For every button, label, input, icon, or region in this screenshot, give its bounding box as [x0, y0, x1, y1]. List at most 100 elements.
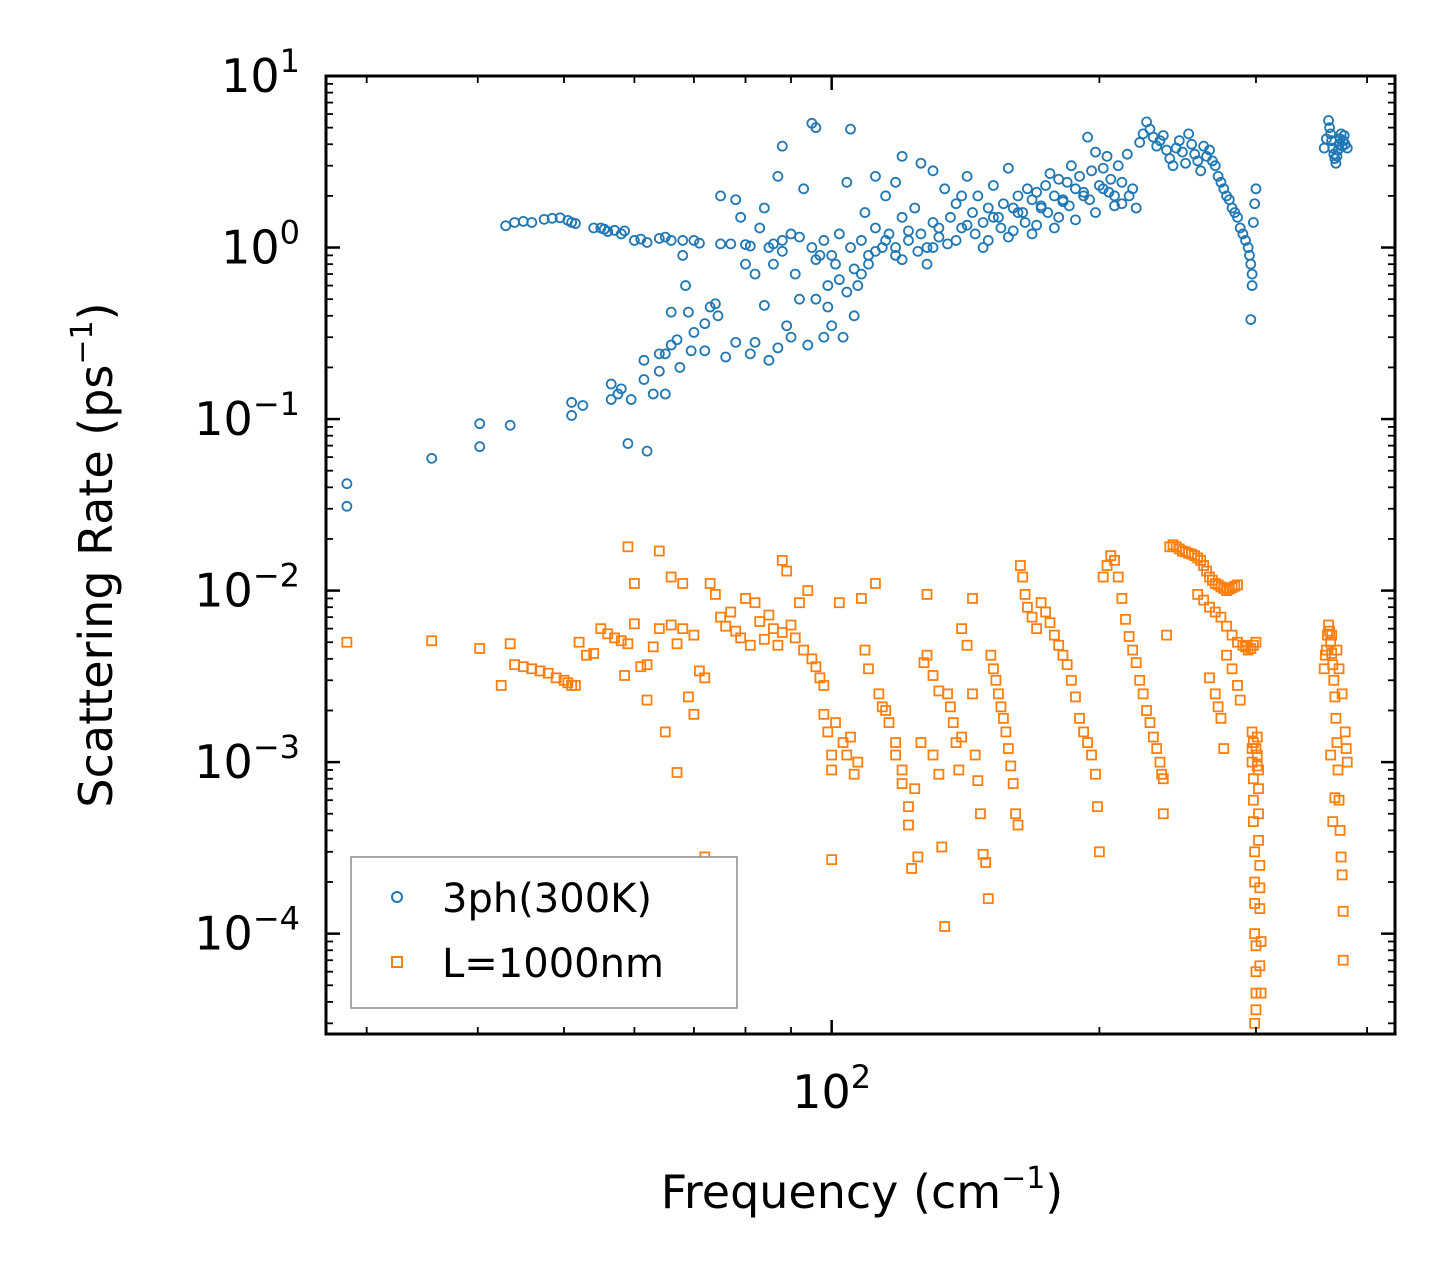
- point-3ph: [1234, 222, 1246, 234]
- x-tick-label: 102: [792, 1058, 871, 1119]
- point-l1000nm: [665, 619, 677, 631]
- point-3ph: [1012, 190, 1024, 202]
- point-l1000nm: [569, 680, 581, 691]
- point-l1000nm: [927, 670, 939, 681]
- y-tick-label: 100: [221, 214, 300, 275]
- point-l1000nm: [341, 636, 353, 648]
- point-3ph: [903, 225, 914, 237]
- point-l1000nm: [1078, 726, 1090, 738]
- point-l1000nm: [826, 854, 838, 866]
- point-3ph: [1232, 211, 1243, 223]
- y-tick-base: 10: [194, 735, 253, 789]
- point-3ph: [1031, 186, 1043, 198]
- point-3ph: [1026, 194, 1038, 206]
- point-3ph: [848, 263, 860, 275]
- point-l1000nm: [735, 632, 747, 644]
- series-3ph-300k: [341, 115, 1353, 512]
- point-3ph: [1078, 190, 1090, 202]
- point-3ph: [993, 211, 1004, 223]
- point-l1000nm: [1157, 808, 1169, 820]
- point-3ph: [1116, 176, 1128, 188]
- point-3ph: [841, 286, 853, 298]
- point-l1000nm: [647, 641, 659, 653]
- y-tick-label: 101: [221, 42, 300, 103]
- point-l1000nm: [1120, 613, 1131, 625]
- point-l1000nm: [969, 749, 981, 761]
- point-l1000nm: [995, 701, 1007, 713]
- point-3ph: [504, 419, 516, 431]
- point-l1000nm: [1093, 846, 1105, 858]
- point-3ph: [1123, 190, 1135, 202]
- point-3ph: [1167, 160, 1179, 172]
- point-l1000nm: [833, 597, 845, 609]
- point-3ph: [1204, 144, 1215, 156]
- point-3ph: [1242, 242, 1254, 253]
- point-3ph: [1246, 268, 1258, 280]
- point-3ph: [1070, 214, 1081, 226]
- point-l1000nm: [1251, 749, 1263, 761]
- point-l1000nm: [1318, 663, 1330, 675]
- point-l1000nm: [1154, 756, 1166, 768]
- point-3ph: [1116, 198, 1128, 210]
- y-tick-exponent: −1: [253, 385, 300, 423]
- point-l1000nm: [1134, 674, 1146, 686]
- point-3ph: [870, 170, 881, 182]
- y-axis-title-end: ): [69, 302, 123, 320]
- point-3ph: [744, 348, 756, 360]
- point-3ph: [896, 211, 908, 223]
- point-l1000nm: [1048, 629, 1060, 641]
- point-l1000nm: [1325, 749, 1337, 761]
- point-3ph: [1330, 157, 1342, 169]
- point-3ph: [566, 397, 578, 408]
- point-l1000nm: [699, 672, 711, 684]
- point-3ph: [1112, 160, 1124, 172]
- point-3ph: [1249, 198, 1261, 210]
- point-l1000nm: [1147, 731, 1159, 743]
- point-3ph: [890, 242, 901, 253]
- point-3ph: [927, 217, 939, 228]
- point-l1000nm: [754, 616, 766, 627]
- point-3ph: [1209, 160, 1221, 172]
- point-l1000nm: [671, 638, 683, 650]
- point-3ph: [1157, 130, 1169, 141]
- point-3ph: [837, 331, 849, 343]
- point-l1000nm: [776, 627, 788, 638]
- point-l1000nm: [810, 661, 822, 673]
- point-3ph: [628, 235, 640, 246]
- point-3ph: [1183, 128, 1195, 140]
- point-l1000nm: [749, 597, 761, 609]
- point-3ph: [1237, 228, 1249, 240]
- point-3ph: [638, 374, 650, 385]
- point-3ph: [602, 226, 614, 237]
- point-3ph: [890, 176, 901, 188]
- point-3ph: [890, 249, 901, 261]
- point-l1000nm: [855, 593, 867, 604]
- point-3ph: [789, 268, 801, 280]
- point-3ph: [822, 280, 834, 291]
- point-l1000nm: [1249, 846, 1261, 858]
- point-l1000nm: [933, 768, 945, 780]
- point-3ph: [845, 242, 856, 253]
- point-3ph: [822, 301, 834, 313]
- point-3ph: [605, 378, 617, 390]
- point-l1000nm: [1330, 712, 1342, 724]
- point-3ph: [987, 180, 999, 191]
- point-3ph: [1103, 186, 1115, 198]
- point-3ph: [921, 242, 933, 253]
- point-3ph: [566, 410, 578, 421]
- point-l1000nm: [682, 691, 694, 703]
- point-l1000nm: [1019, 589, 1031, 600]
- point-l1000nm: [1336, 869, 1348, 881]
- point-3ph: [830, 258, 841, 270]
- point-l1000nm: [1251, 760, 1263, 772]
- point-l1000nm: [1204, 571, 1215, 583]
- point-l1000nm: [953, 764, 965, 776]
- point-l1000nm: [1074, 712, 1085, 724]
- point-3ph: [546, 212, 558, 224]
- point-3ph: [961, 170, 973, 182]
- point-l1000nm: [1337, 954, 1349, 966]
- point-l1000nm: [1325, 636, 1337, 648]
- point-l1000nm: [1247, 737, 1259, 748]
- point-l1000nm: [720, 620, 732, 632]
- point-l1000nm: [950, 737, 962, 748]
